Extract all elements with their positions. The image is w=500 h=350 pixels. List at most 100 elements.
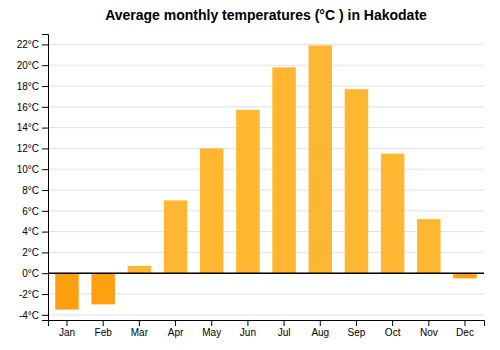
y-tick-mark	[42, 44, 48, 45]
y-tick-label: 12°C	[17, 143, 39, 154]
x-tick-mark	[211, 320, 212, 326]
x-tick: Apr	[168, 320, 184, 338]
x-tick-label: May	[202, 327, 221, 338]
x-tick-mark	[247, 320, 248, 326]
grid-line	[48, 148, 484, 149]
x-tick-label: Feb	[95, 327, 113, 338]
y-tick-mark	[42, 86, 48, 87]
x-tick-mark	[428, 320, 429, 326]
y-tick-label: 0°C	[22, 268, 39, 279]
x-tick-mark	[175, 320, 176, 326]
x-tick-mark	[356, 320, 357, 326]
x-tick: May	[202, 320, 221, 338]
x-tick-label: Jun	[240, 327, 256, 338]
chart: -4°C-2°C0°C2°C4°C6°C8°C10°C12°C14°C16°C1…	[0, 0, 500, 350]
grid-line	[48, 65, 484, 66]
y-tick: 16°C	[17, 102, 48, 113]
y-tick-label: 16°C	[17, 102, 39, 113]
y-tick-mark	[42, 190, 48, 191]
y-tick: 4°C	[22, 226, 48, 237]
y-tick-label: 10°C	[17, 164, 39, 175]
y-tick-label: 18°C	[17, 81, 39, 92]
x-tick-mark	[66, 320, 67, 326]
x-axis: Jan Feb Mar Apr May Jun Jul Aug Sep Oct Nov Dec	[49, 320, 485, 338]
bar	[309, 45, 333, 273]
x-tick-label: Aug	[311, 327, 329, 338]
y-tick: 2°C	[22, 247, 48, 258]
x-tick-label: Dec	[456, 327, 474, 338]
y-axis-line	[42, 35, 49, 321]
y-tick: -2°C	[19, 289, 48, 300]
y-tick: 20°C	[17, 60, 48, 71]
x-tick-mark	[103, 320, 104, 326]
y-tick: 22°C	[17, 39, 48, 50]
x-tick: Sep	[348, 320, 366, 338]
x-tick-mark	[320, 320, 321, 326]
x-tick-label: Mar	[131, 327, 149, 338]
grid-line	[48, 210, 484, 211]
x-tick: Jul	[278, 320, 291, 338]
x-tick-label: Jan	[59, 327, 75, 338]
grid-line	[48, 273, 484, 274]
y-tick-label: 20°C	[17, 60, 39, 71]
x-tick: Dec	[456, 320, 474, 338]
plot: -4°C-2°C0°C2°C4°C6°C8°C10°C12°C14°C16°C1…	[17, 35, 485, 339]
grid-line	[48, 169, 484, 170]
bar	[417, 219, 441, 273]
x-tick: Oct	[385, 320, 401, 338]
y-tick-label: 6°C	[22, 206, 39, 217]
x-tick: Mar	[131, 320, 149, 338]
zero-line	[48, 272, 484, 274]
x-axis-line	[49, 321, 485, 327]
y-tick: 0°C	[22, 268, 48, 279]
y-tick-label: -2°C	[19, 289, 39, 300]
x-tick-mark	[139, 320, 140, 326]
y-tick: 6°C	[22, 206, 48, 217]
y-tick-mark	[42, 107, 48, 108]
bar	[164, 200, 188, 273]
grid-line	[48, 314, 484, 315]
bar	[128, 266, 152, 273]
x-tick: Nov	[420, 320, 438, 338]
bar	[453, 273, 477, 278]
y-tick-mark	[42, 211, 48, 212]
y-axis: -4°C-2°C0°C2°C4°C6°C8°C10°C12°C14°C16°C1…	[17, 35, 49, 321]
y-tick-mark	[42, 315, 48, 316]
bars	[55, 45, 477, 309]
x-tick: Aug	[311, 320, 329, 338]
x-tick-label: Sep	[348, 327, 366, 338]
y-tick-label: 8°C	[22, 185, 39, 196]
grid-line	[48, 190, 484, 191]
x-tick-mark	[465, 320, 466, 326]
x-tick: Jan	[59, 320, 75, 338]
bar	[200, 148, 224, 273]
x-tick-label: Jul	[278, 327, 291, 338]
bar	[236, 110, 260, 273]
bar	[345, 89, 369, 273]
y-tick: 14°C	[17, 122, 48, 133]
y-tick: 18°C	[17, 81, 48, 92]
x-tick-mark	[392, 320, 393, 326]
y-tick-label: 22°C	[17, 39, 39, 50]
y-tick-mark	[42, 273, 48, 274]
x-tick-label: Apr	[168, 327, 184, 338]
title: Average monthly temperatures (°C ) in Ha…	[105, 7, 427, 23]
y-tick: 8°C	[22, 185, 48, 196]
bar	[381, 154, 405, 274]
x-tick-label: Nov	[420, 327, 438, 338]
grid-line	[48, 127, 484, 128]
grid-line	[48, 44, 484, 45]
bar	[91, 273, 115, 304]
y-tick-mark	[42, 294, 48, 295]
y-tick-mark	[42, 169, 48, 170]
y-tick-label: 2°C	[22, 247, 39, 258]
x-tick: Feb	[95, 320, 113, 338]
x-tick-mark	[284, 320, 285, 326]
y-tick-mark	[42, 128, 48, 129]
grid-line	[48, 106, 484, 107]
grid	[48, 44, 484, 314]
y-tick-label: 14°C	[17, 122, 39, 133]
x-tick: Jun	[240, 320, 256, 338]
y-tick-label: 4°C	[22, 226, 39, 237]
grid-line	[48, 86, 484, 87]
